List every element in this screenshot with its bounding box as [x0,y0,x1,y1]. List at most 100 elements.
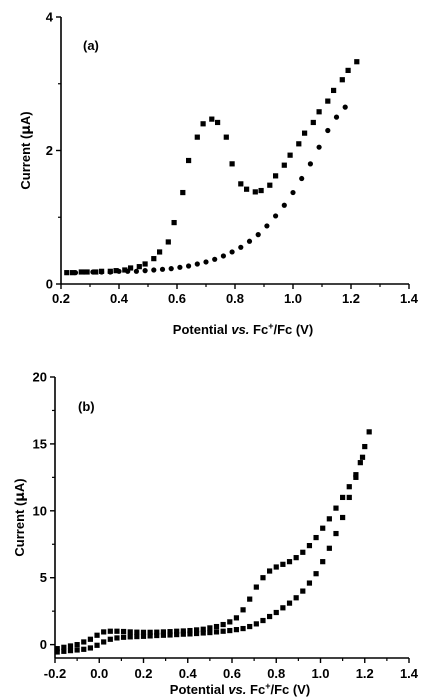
data-point [78,269,84,275]
x-tick-label: 0.2 [134,666,152,681]
data-point [290,189,296,196]
data-point [346,484,352,490]
data-point [142,261,148,267]
data-point [273,173,279,179]
data-point [299,175,305,182]
data-point [255,232,261,238]
data-point [223,134,229,140]
data-point [165,239,171,245]
data-point [142,268,148,274]
data-point [229,161,235,167]
data-point [114,628,120,634]
data-point [81,646,87,652]
data-point [286,559,293,565]
data-point [127,629,133,635]
data-point [157,249,163,255]
data-point [273,213,279,219]
data-point [260,575,266,581]
x-tick-label: 0.8 [267,666,285,681]
data-point [125,268,131,274]
data-point [168,266,174,272]
x-tick-label: -0.2 [44,666,66,681]
data-point [247,623,253,630]
data-point [122,267,128,273]
data-point [296,141,302,147]
data-point [244,186,250,192]
data-point [186,157,192,164]
data-point [107,628,113,634]
data-point [333,114,340,120]
x-tick-label: 1.2 [356,666,374,681]
y-tick-label: 15 [33,436,47,451]
y-tick-label: 4 [46,10,54,25]
data-point [238,181,244,187]
data-point [313,534,319,541]
data-point [293,555,299,561]
data-point [87,636,93,642]
data-point [160,629,167,635]
data-point [61,644,67,650]
data-point [260,617,266,624]
data-series [64,59,360,276]
data-point [180,631,186,637]
data-point [134,629,140,635]
panel-label: (b) [78,399,95,414]
data-point [233,615,240,621]
data-point [113,268,119,274]
data-point [326,516,332,522]
data-point [306,543,313,549]
data-point [127,634,133,640]
panel-label: (a) [83,38,99,53]
data-point [280,561,286,567]
data-point [307,161,313,167]
data-point [325,98,331,104]
data-point [107,269,113,275]
data-point [316,144,322,150]
data-point [357,460,363,466]
data-point [227,619,233,625]
data-point [87,645,93,651]
data-point [140,633,147,639]
data-point [267,613,273,620]
data-point [61,648,67,654]
data-point [220,621,226,628]
data-point [246,238,253,244]
data-point [353,474,359,480]
data-point [247,596,253,602]
x-tick-label: 1.4 [400,666,419,681]
x-tick-label: 0.8 [226,291,244,306]
y-tick-label: 20 [33,370,47,385]
data-point [167,632,173,638]
data-point [253,584,259,590]
data-point [54,649,60,655]
data-point [273,609,279,616]
data-point [366,429,372,435]
data-point [240,607,246,613]
data-point [186,263,192,269]
data-point [72,270,79,276]
data-point [171,219,177,226]
data-point [180,628,186,634]
data-point [286,600,293,606]
data-point [151,256,157,262]
x-tick-label: 1.4 [400,291,419,306]
data-point [74,642,80,648]
data-point [84,269,90,275]
data-point [287,152,293,158]
data-point [354,59,360,65]
data-series [54,454,366,655]
data-point [273,564,279,570]
data-point [280,605,286,611]
data-point [70,270,76,276]
y-axis-title: Current (μA) [18,111,34,189]
data-point [107,636,113,642]
data-point [267,568,273,574]
y-axis-title: Current (μA) [12,478,28,556]
data-point [194,261,200,267]
data-point [333,505,339,511]
data-point [264,223,270,229]
x-tick-label: 1.2 [342,291,360,306]
x-axis-title: Potential vs. Fc+/Fc (V) [170,681,310,697]
x-tick-label: 0.6 [223,666,241,681]
